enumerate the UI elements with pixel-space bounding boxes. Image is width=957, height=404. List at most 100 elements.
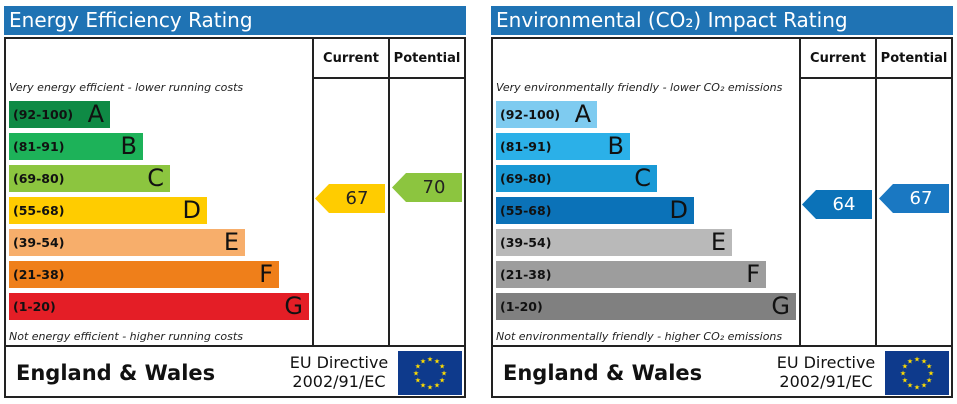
band-range: (55-68) bbox=[500, 203, 552, 218]
directive-line-2: 2002/91/EC bbox=[779, 372, 873, 391]
eu-star-icon: ★ bbox=[907, 382, 913, 390]
potential-rating-arrow: 67 bbox=[879, 184, 949, 213]
arrow-shape bbox=[879, 184, 949, 213]
column-divider bbox=[312, 39, 314, 345]
column-divider bbox=[388, 39, 390, 345]
eu-star-icon: ★ bbox=[415, 377, 421, 385]
potential-rating-value: 70 bbox=[422, 177, 446, 198]
band-range: (69-80) bbox=[500, 171, 552, 186]
bottom-note: Not energy efficient - higher running co… bbox=[9, 330, 243, 343]
eu-star-icon: ★ bbox=[415, 363, 421, 371]
band-letter: B bbox=[120, 132, 137, 160]
arrow-shape bbox=[392, 173, 462, 202]
footer-divider bbox=[6, 345, 464, 347]
current-rating-arrow: 67 bbox=[315, 184, 385, 213]
band-range: (1-20) bbox=[500, 299, 543, 314]
band-letter: D bbox=[669, 196, 688, 224]
eu-star-icon: ★ bbox=[902, 377, 908, 385]
footer-region-label: England & Wales bbox=[16, 361, 216, 385]
bottom-note: Not environmentally friendly - higher CO… bbox=[496, 330, 783, 343]
band-range: (39-54) bbox=[500, 235, 552, 250]
top-note: Very environmentally friendly - lower CO… bbox=[496, 81, 783, 94]
directive-line-1: EU Directive bbox=[289, 353, 389, 372]
eu-flag-icon: ★ ★ ★ ★ ★ ★ ★ ★ ★ ★ ★ ★ bbox=[398, 351, 462, 395]
eu-stars: ★ ★★★★★★★★★★★ bbox=[413, 356, 447, 392]
eu-star-icon: ★ bbox=[900, 370, 906, 378]
panel-title: Environmental (CO₂) Impact Rating bbox=[491, 6, 953, 35]
eu-star-icon: ★ bbox=[413, 370, 419, 378]
band-d: (55-68) D bbox=[9, 197, 207, 224]
top-note: Very energy efficient - lower running co… bbox=[9, 81, 244, 94]
eu-star-icon: ★ bbox=[441, 370, 447, 378]
band-range: (69-80) bbox=[13, 171, 65, 186]
band-letter: E bbox=[223, 228, 239, 256]
potential-column-header: Potential bbox=[880, 51, 948, 66]
current-column-header: Current bbox=[810, 51, 866, 66]
band-g: (1-20) G bbox=[9, 293, 309, 320]
band-c: (69-80) C bbox=[496, 165, 657, 192]
directive-line-2: 2002/91/EC bbox=[292, 372, 386, 391]
band-letter: F bbox=[746, 260, 760, 288]
eu-directive-label: EU Directive 2002/91/EC bbox=[284, 353, 394, 391]
eu-star-icon: ★ bbox=[914, 384, 920, 392]
eu-star-icon: ★ bbox=[434, 382, 440, 390]
potential-rating-arrow: 70 bbox=[392, 173, 462, 202]
band-b: (81-91) B bbox=[496, 133, 630, 160]
eu-stars: ★ ★★★★★★★★★★★ bbox=[900, 356, 934, 392]
current-rating-value: 67 bbox=[345, 188, 369, 209]
current-rating-value: 64 bbox=[832, 194, 856, 215]
band-range: (55-68) bbox=[13, 203, 65, 218]
header-divider bbox=[799, 77, 951, 79]
band-letter: G bbox=[284, 292, 303, 320]
band-letter: D bbox=[182, 196, 201, 224]
column-divider bbox=[799, 39, 801, 345]
rating-frame: Current Potential Very energy efficient … bbox=[4, 37, 466, 398]
band-letter: C bbox=[634, 164, 651, 192]
eu-star-icon: ★ bbox=[427, 356, 433, 364]
energy-efficiency-panel: Energy Efficiency Rating Current Potenti… bbox=[4, 6, 466, 398]
panel-title: Energy Efficiency Rating bbox=[4, 6, 466, 35]
eu-star-icon: ★ bbox=[921, 357, 927, 365]
potential-rating-value: 67 bbox=[909, 188, 933, 209]
band-range: (21-38) bbox=[500, 267, 552, 282]
band-range: (81-91) bbox=[13, 139, 65, 154]
eu-star-icon: ★ bbox=[926, 363, 932, 371]
band-letter: E bbox=[710, 228, 726, 256]
eu-star-icon: ★ bbox=[914, 356, 920, 364]
eu-star-icon: ★ bbox=[427, 384, 433, 392]
band-a: (92-100) A bbox=[9, 101, 110, 128]
band-a: (92-100) A bbox=[496, 101, 597, 128]
eu-star-icon: ★ bbox=[439, 377, 445, 385]
band-range: (92-100) bbox=[13, 107, 74, 122]
band-e: (39-54) E bbox=[9, 229, 245, 256]
band-letter: A bbox=[87, 100, 104, 128]
band-e: (39-54) E bbox=[496, 229, 732, 256]
band-f: (21-38) F bbox=[9, 261, 279, 288]
current-rating-arrow: 64 bbox=[802, 190, 872, 219]
band-letter: F bbox=[259, 260, 273, 288]
eu-directive-label: EU Directive 2002/91/EC bbox=[771, 353, 881, 391]
band-range: (1-20) bbox=[13, 299, 56, 314]
eu-star-icon: ★ bbox=[439, 363, 445, 371]
directive-line-1: EU Directive bbox=[776, 353, 876, 372]
band-letter: A bbox=[574, 100, 591, 128]
band-range: (81-91) bbox=[500, 139, 552, 154]
band-b: (81-91) B bbox=[9, 133, 143, 160]
arrow-shape bbox=[802, 190, 872, 219]
band-range: (39-54) bbox=[13, 235, 65, 250]
band-g: (1-20) G bbox=[496, 293, 796, 320]
eu-star-icon: ★ bbox=[434, 357, 440, 365]
rating-frame: Current Potential Very environmentally f… bbox=[491, 37, 953, 398]
band-range: (21-38) bbox=[13, 267, 65, 282]
arrow-shape bbox=[315, 184, 385, 213]
footer-region-label: England & Wales bbox=[503, 361, 703, 385]
column-divider bbox=[875, 39, 877, 345]
eu-star-icon: ★ bbox=[921, 382, 927, 390]
band-letter: B bbox=[607, 132, 624, 160]
eu-star-icon: ★ bbox=[420, 382, 426, 390]
eu-flag-icon: ★ ★ ★ ★ ★ ★ ★ ★ ★ ★ ★ ★ bbox=[885, 351, 949, 395]
eu-star-icon: ★ bbox=[902, 363, 908, 371]
potential-column-header: Potential bbox=[393, 51, 461, 66]
band-letter: C bbox=[147, 164, 164, 192]
band-letter: G bbox=[771, 292, 790, 320]
